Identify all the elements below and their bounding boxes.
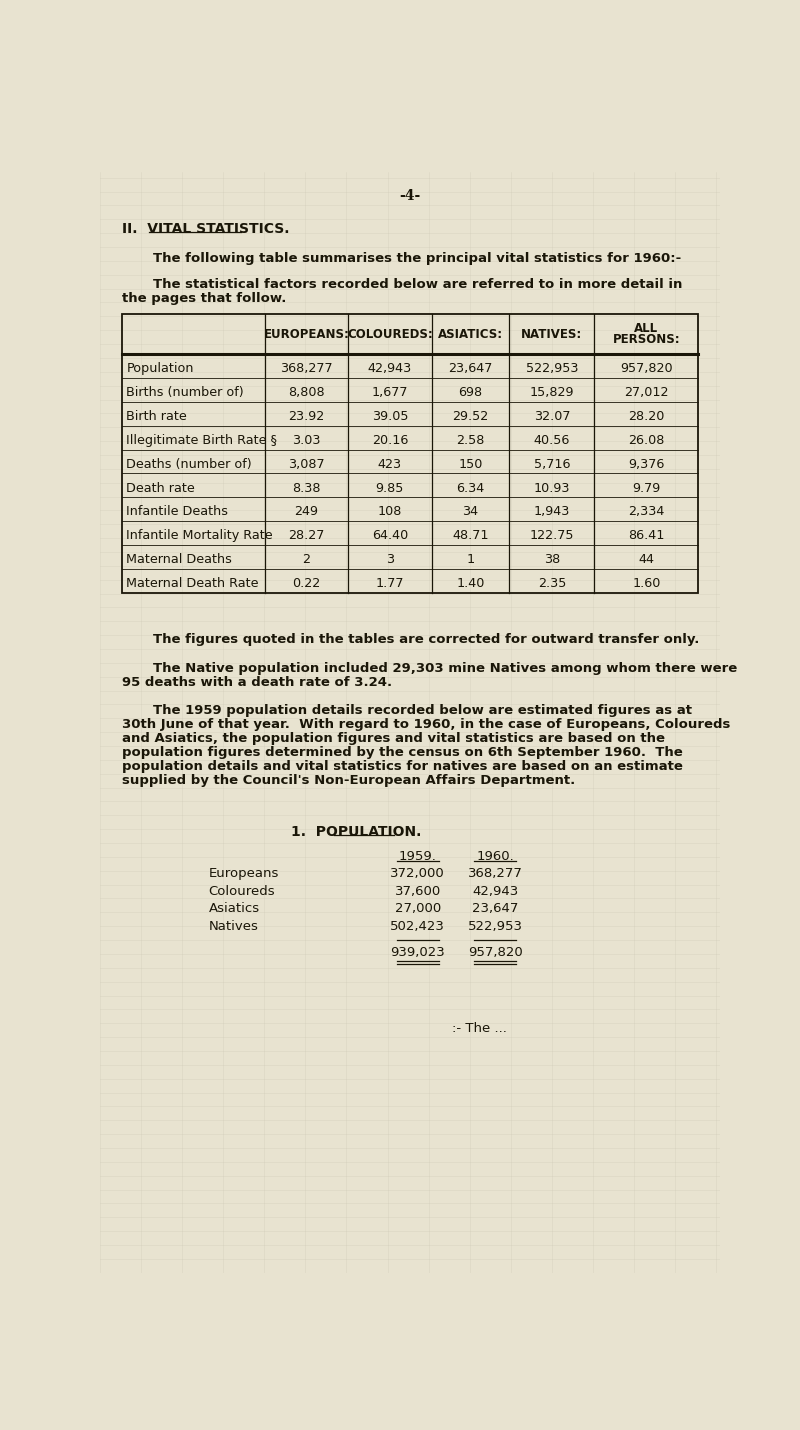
Text: Births (number of): Births (number of)	[126, 386, 244, 399]
Text: EUROPEANS:: EUROPEANS:	[264, 327, 350, 340]
Text: 8.38: 8.38	[292, 482, 321, 495]
Text: The Native population included 29,303 mine Natives among whom there were: The Native population included 29,303 mi…	[153, 662, 737, 675]
Text: 1.77: 1.77	[376, 576, 404, 591]
Text: Natives: Natives	[209, 919, 258, 932]
Text: 2,334: 2,334	[628, 505, 665, 519]
Text: 10.93: 10.93	[534, 482, 570, 495]
Text: 939,023: 939,023	[390, 947, 445, 960]
Text: 27,000: 27,000	[394, 902, 441, 915]
Text: Population: Population	[126, 362, 194, 375]
Text: PERSONS:: PERSONS:	[613, 333, 680, 346]
Text: 3: 3	[386, 553, 394, 566]
Text: Maternal Deaths: Maternal Deaths	[126, 553, 232, 566]
Text: 42,943: 42,943	[368, 362, 412, 375]
Text: 3,087: 3,087	[288, 458, 325, 470]
Text: 32.07: 32.07	[534, 410, 570, 423]
Text: 1.  POPULATION.: 1. POPULATION.	[290, 825, 421, 838]
Text: population figures determined by the census on 6th September 1960.  The: population figures determined by the cen…	[122, 746, 682, 759]
Bar	[122, 315, 698, 593]
Text: 27,012: 27,012	[624, 386, 669, 399]
Text: 37,600: 37,600	[394, 885, 441, 898]
Text: Death rate: Death rate	[126, 482, 195, 495]
Text: 9.79: 9.79	[632, 482, 661, 495]
Text: 1,677: 1,677	[371, 386, 408, 399]
Text: 122.75: 122.75	[530, 529, 574, 542]
Text: 368,277: 368,277	[280, 362, 333, 375]
Text: 38: 38	[544, 553, 560, 566]
Text: 8,808: 8,808	[288, 386, 325, 399]
Text: 5,716: 5,716	[534, 458, 570, 470]
Text: 957,820: 957,820	[620, 362, 673, 375]
Text: The 1959 population details recorded below are estimated figures as at: The 1959 population details recorded bel…	[153, 705, 692, 718]
Text: 150: 150	[458, 458, 482, 470]
Text: 28.20: 28.20	[628, 410, 665, 423]
Text: Deaths (number of): Deaths (number of)	[126, 458, 252, 470]
Text: 249: 249	[294, 505, 318, 519]
Text: II.  VITAL STATISTICS.: II. VITAL STATISTICS.	[122, 222, 290, 236]
Text: 372,000: 372,000	[390, 867, 445, 879]
Text: 698: 698	[458, 386, 482, 399]
Text: -4-: -4-	[399, 189, 421, 203]
Text: supplied by the Council's Non-European Affairs Department.: supplied by the Council's Non-European A…	[122, 774, 575, 786]
Text: 1960.: 1960.	[476, 849, 514, 862]
Text: 40.56: 40.56	[534, 433, 570, 446]
Text: The figures quoted in the tables are corrected for outward transfer only.: The figures quoted in the tables are cor…	[153, 633, 699, 646]
Text: 15,829: 15,829	[530, 386, 574, 399]
Text: The following table summarises the principal vital statistics for 1960:-: The following table summarises the princ…	[153, 253, 681, 266]
Text: 23.92: 23.92	[289, 410, 325, 423]
Text: 39.05: 39.05	[371, 410, 408, 423]
Text: 502,423: 502,423	[390, 919, 445, 932]
Text: Coloureds: Coloureds	[209, 885, 275, 898]
Text: 34: 34	[462, 505, 478, 519]
Text: ALL: ALL	[634, 322, 658, 335]
Text: Illegitimate Birth Rate §: Illegitimate Birth Rate §	[126, 433, 278, 446]
Text: 44: 44	[638, 553, 654, 566]
Text: 1,943: 1,943	[534, 505, 570, 519]
Text: population details and vital statistics for natives are based on an estimate: population details and vital statistics …	[122, 759, 682, 772]
Text: Maternal Death Rate: Maternal Death Rate	[126, 576, 259, 591]
Text: The statistical factors recorded below are referred to in more detail in: The statistical factors recorded below a…	[153, 277, 682, 290]
Text: 9,376: 9,376	[628, 458, 665, 470]
Text: Europeans: Europeans	[209, 867, 279, 879]
Text: 26.08: 26.08	[628, 433, 665, 446]
Text: 1.40: 1.40	[456, 576, 485, 591]
Text: and Asiatics, the population figures and vital statistics are based on the: and Asiatics, the population figures and…	[122, 732, 665, 745]
Text: 30th June of that year.  With regard to 1960, in the case of Europeans, Coloured: 30th June of that year. With regard to 1…	[122, 718, 730, 731]
Text: NATIVES:: NATIVES:	[522, 327, 582, 340]
Text: 522,953: 522,953	[526, 362, 578, 375]
Text: 86.41: 86.41	[628, 529, 665, 542]
Text: 23,647: 23,647	[472, 902, 518, 915]
Text: 1: 1	[466, 553, 474, 566]
Text: Birth rate: Birth rate	[126, 410, 187, 423]
Text: 2: 2	[302, 553, 310, 566]
Text: Infantile Mortality Rate: Infantile Mortality Rate	[126, 529, 273, 542]
Text: 522,953: 522,953	[468, 919, 522, 932]
Text: 3.03: 3.03	[292, 433, 321, 446]
Text: Infantile Deaths: Infantile Deaths	[126, 505, 228, 519]
Text: 368,277: 368,277	[468, 867, 522, 879]
Text: 95 deaths with a death rate of 3.24.: 95 deaths with a death rate of 3.24.	[122, 676, 392, 689]
Text: 423: 423	[378, 458, 402, 470]
Text: 9.85: 9.85	[376, 482, 404, 495]
Text: 2.35: 2.35	[538, 576, 566, 591]
Text: 28.27: 28.27	[288, 529, 325, 542]
Text: 2.58: 2.58	[456, 433, 485, 446]
Text: COLOUREDS:: COLOUREDS:	[347, 327, 433, 340]
Text: 6.34: 6.34	[456, 482, 485, 495]
Text: 48.71: 48.71	[452, 529, 489, 542]
Text: 0.22: 0.22	[293, 576, 321, 591]
Text: :- The ...: :- The ...	[452, 1022, 507, 1035]
Text: the pages that follow.: the pages that follow.	[122, 292, 286, 305]
Text: 20.16: 20.16	[372, 433, 408, 446]
Text: 64.40: 64.40	[372, 529, 408, 542]
Text: 29.52: 29.52	[452, 410, 489, 423]
Text: ASIATICS:: ASIATICS:	[438, 327, 503, 340]
Text: 42,943: 42,943	[472, 885, 518, 898]
Text: 1959.: 1959.	[399, 849, 437, 862]
Text: 957,820: 957,820	[468, 947, 522, 960]
Text: 23,647: 23,647	[448, 362, 493, 375]
Text: Asiatics: Asiatics	[209, 902, 260, 915]
Text: 108: 108	[378, 505, 402, 519]
Text: 1.60: 1.60	[632, 576, 661, 591]
